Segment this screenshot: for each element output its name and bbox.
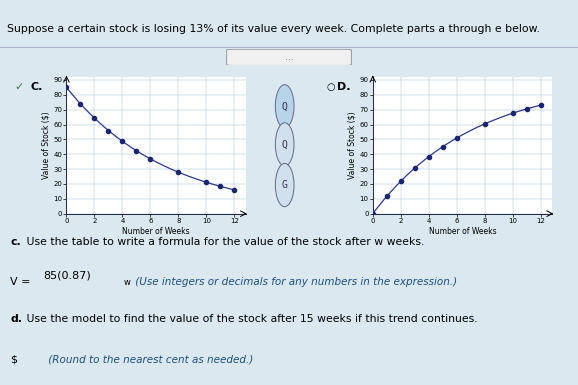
Text: Suppose a certain stock is losing 13% of its value every week. Complete parts a : Suppose a certain stock is losing 13% of…	[7, 24, 540, 34]
Text: Use the table to write a formula for the value of the stock after w weeks.: Use the table to write a formula for the…	[23, 237, 424, 247]
Text: D.: D.	[337, 82, 350, 92]
Text: Q: Q	[281, 101, 288, 111]
Y-axis label: Value of Stock ($): Value of Stock ($)	[42, 112, 50, 179]
Text: Use the model to find the value of the stock after 15 weeks if this trend contin: Use the model to find the value of the s…	[23, 314, 478, 324]
Circle shape	[275, 85, 294, 128]
Text: ...: ...	[285, 53, 293, 62]
Text: Q: Q	[281, 139, 288, 149]
Text: C.: C.	[30, 82, 42, 92]
Text: G: G	[281, 180, 288, 190]
FancyBboxPatch shape	[227, 49, 351, 65]
Text: c.: c.	[10, 237, 21, 247]
Text: V =: V =	[10, 277, 35, 287]
Y-axis label: Value of Stock ($): Value of Stock ($)	[348, 112, 357, 179]
Text: d.: d.	[10, 314, 23, 324]
Text: $: $	[10, 354, 17, 364]
Circle shape	[275, 163, 294, 207]
Text: 85(0.87): 85(0.87)	[43, 270, 91, 280]
X-axis label: Number of Weeks: Number of Weeks	[429, 227, 496, 236]
Text: (Round to the nearest cent as needed.): (Round to the nearest cent as needed.)	[45, 354, 253, 364]
Text: w: w	[124, 278, 131, 287]
Circle shape	[275, 123, 294, 166]
X-axis label: Number of Weeks: Number of Weeks	[123, 227, 190, 236]
Text: ✓: ✓	[14, 82, 24, 92]
Text: (Use integers or decimals for any numbers in the expression.): (Use integers or decimals for any number…	[132, 277, 457, 287]
Text: ○: ○	[327, 82, 335, 92]
